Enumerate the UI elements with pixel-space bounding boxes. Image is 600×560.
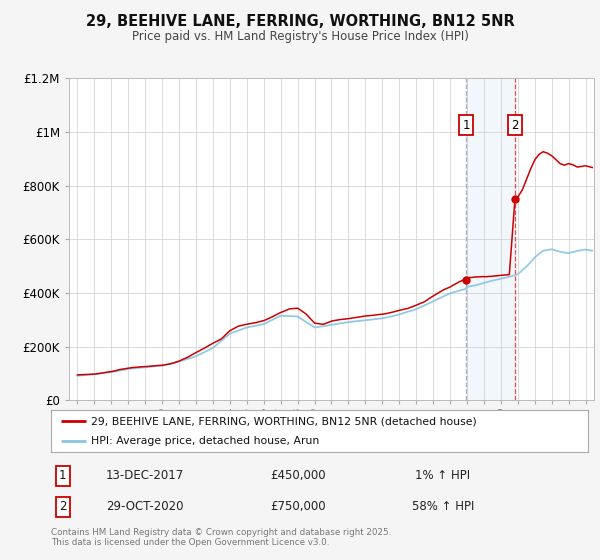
Text: 1% ↑ HPI: 1% ↑ HPI: [415, 469, 470, 483]
Text: 1: 1: [463, 119, 470, 132]
Text: 58% ↑ HPI: 58% ↑ HPI: [412, 500, 474, 514]
Text: Price paid vs. HM Land Registry's House Price Index (HPI): Price paid vs. HM Land Registry's House …: [131, 30, 469, 43]
Text: £450,000: £450,000: [270, 469, 326, 483]
Bar: [466, 78, 515, 400]
Text: 29, BEEHIVE LANE, FERRING, WORTHING, BN12 5NR (detached house): 29, BEEHIVE LANE, FERRING, WORTHING, BN1…: [91, 417, 477, 426]
Text: 13-DEC-2017: 13-DEC-2017: [106, 469, 184, 483]
Text: 29-OCT-2020: 29-OCT-2020: [106, 500, 184, 514]
Text: 2: 2: [59, 500, 67, 514]
Text: £750,000: £750,000: [270, 500, 326, 514]
Text: 29, BEEHIVE LANE, FERRING, WORTHING, BN12 5NR: 29, BEEHIVE LANE, FERRING, WORTHING, BN1…: [86, 14, 514, 29]
Text: HPI: Average price, detached house, Arun: HPI: Average price, detached house, Arun: [91, 436, 320, 446]
Text: 1: 1: [59, 469, 67, 483]
Text: 2: 2: [511, 119, 519, 132]
Text: Contains HM Land Registry data © Crown copyright and database right 2025.
This d: Contains HM Land Registry data © Crown c…: [51, 528, 391, 547]
